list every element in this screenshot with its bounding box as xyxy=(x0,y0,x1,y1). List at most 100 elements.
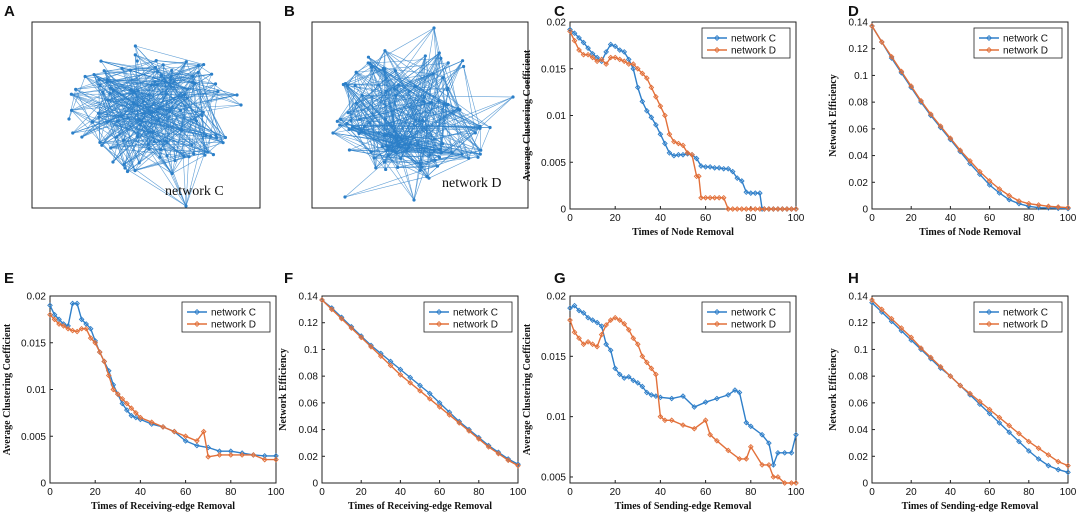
graph-node xyxy=(416,142,420,146)
data-point xyxy=(319,297,325,303)
legend-box xyxy=(181,301,271,333)
graph-edge xyxy=(101,74,162,146)
graph-node xyxy=(179,108,183,113)
y-tick-label: 0.04 xyxy=(849,151,869,162)
graph-edge xyxy=(72,91,135,134)
graph-edge xyxy=(382,95,397,147)
graph-node xyxy=(153,80,157,84)
graph-edge xyxy=(397,165,438,168)
data-point xyxy=(996,190,1003,196)
graph-node xyxy=(169,75,173,79)
graph-node xyxy=(473,131,477,135)
data-point xyxy=(630,377,637,384)
graph-node xyxy=(90,120,95,124)
graph-node xyxy=(412,198,416,202)
graph-edge xyxy=(359,102,430,120)
panel-letter-e: E xyxy=(4,270,14,287)
panel-letter-h: H xyxy=(848,270,859,287)
graph-edge xyxy=(98,60,157,114)
panel-letter-a: A xyxy=(4,3,15,20)
graph-edge xyxy=(345,83,386,120)
x-tick-label: 0 xyxy=(869,487,875,498)
graph-edge xyxy=(423,101,453,153)
graph-node xyxy=(187,155,191,159)
graph-node xyxy=(440,142,445,146)
data-point xyxy=(515,462,521,469)
data-point xyxy=(603,322,609,328)
chart-panel-d: D 0 20 40 60 80 100 0 0.02 0.04 0.06 0.08 0.1 0.12 0.1… xyxy=(828,3,1077,238)
data-point xyxy=(1055,204,1062,210)
network-graph-d: B network D xyxy=(284,3,529,209)
graph-edge xyxy=(148,110,197,122)
data-point xyxy=(397,366,404,373)
data-point xyxy=(1025,448,1032,454)
data-point xyxy=(1025,438,1032,445)
data-point xyxy=(56,321,62,327)
data-point xyxy=(1055,458,1062,465)
data-point xyxy=(937,363,944,370)
graph-edge xyxy=(159,156,173,174)
graph-node xyxy=(368,121,372,125)
x-tick-label: 40 xyxy=(655,487,667,498)
graph-node xyxy=(157,139,161,143)
data-point xyxy=(738,178,745,184)
graph-node xyxy=(182,92,187,96)
graph-edge xyxy=(198,72,242,106)
legend-marker xyxy=(713,46,721,54)
data-point xyxy=(1025,200,1032,207)
network-d-label: network D xyxy=(442,176,502,191)
legend-marker xyxy=(435,320,443,328)
graph-edge xyxy=(369,63,410,92)
data-point xyxy=(621,375,628,381)
data-point xyxy=(598,323,605,329)
x-axis-label: Times of Sending-edge Removal xyxy=(615,501,752,512)
graph-edge xyxy=(154,81,197,122)
data-point xyxy=(567,305,573,311)
graph-edge xyxy=(368,56,425,102)
data-point xyxy=(585,45,591,52)
data-point xyxy=(625,61,632,67)
data-point xyxy=(662,140,668,147)
y-tick-label: 0.08 xyxy=(849,372,869,383)
series-line xyxy=(321,299,519,467)
graph-node xyxy=(223,135,228,140)
data-point xyxy=(485,444,492,450)
data-point xyxy=(397,371,404,378)
data-point xyxy=(747,423,754,430)
data-point xyxy=(1006,429,1013,436)
graph-node xyxy=(191,74,195,78)
graph-edge xyxy=(432,73,469,159)
data-point xyxy=(757,190,763,196)
data-point xyxy=(630,61,637,67)
data-point xyxy=(947,135,954,142)
data-point xyxy=(666,131,673,138)
data-point xyxy=(216,448,223,455)
graph-node xyxy=(383,160,387,164)
x-tick-label: 100 xyxy=(1060,487,1077,498)
graph-node xyxy=(109,146,113,150)
graph-node xyxy=(478,152,482,156)
graph-node xyxy=(350,125,355,129)
graph-node xyxy=(394,93,398,98)
graph-edge xyxy=(197,72,206,156)
data-point xyxy=(986,182,993,188)
legend-marker xyxy=(713,308,721,316)
graph-edge xyxy=(124,167,187,207)
data-point xyxy=(666,150,673,156)
graph-edge xyxy=(98,112,211,137)
graph-node xyxy=(384,167,388,172)
data-point xyxy=(589,317,596,323)
graph-node xyxy=(239,103,243,107)
legend-label: network D xyxy=(1003,320,1048,331)
graph-node xyxy=(385,148,390,152)
y-tick-label: 0 xyxy=(862,479,868,490)
x-tick-label: 80 xyxy=(745,487,757,498)
legend-label: network D xyxy=(731,46,776,57)
data-point xyxy=(714,395,720,402)
x-tick-label: 20 xyxy=(610,213,622,224)
data-point xyxy=(148,419,155,426)
data-point xyxy=(110,386,117,393)
y-tick-label: 0.015 xyxy=(541,64,566,75)
data-point xyxy=(505,456,512,462)
data-point xyxy=(1065,469,1071,476)
